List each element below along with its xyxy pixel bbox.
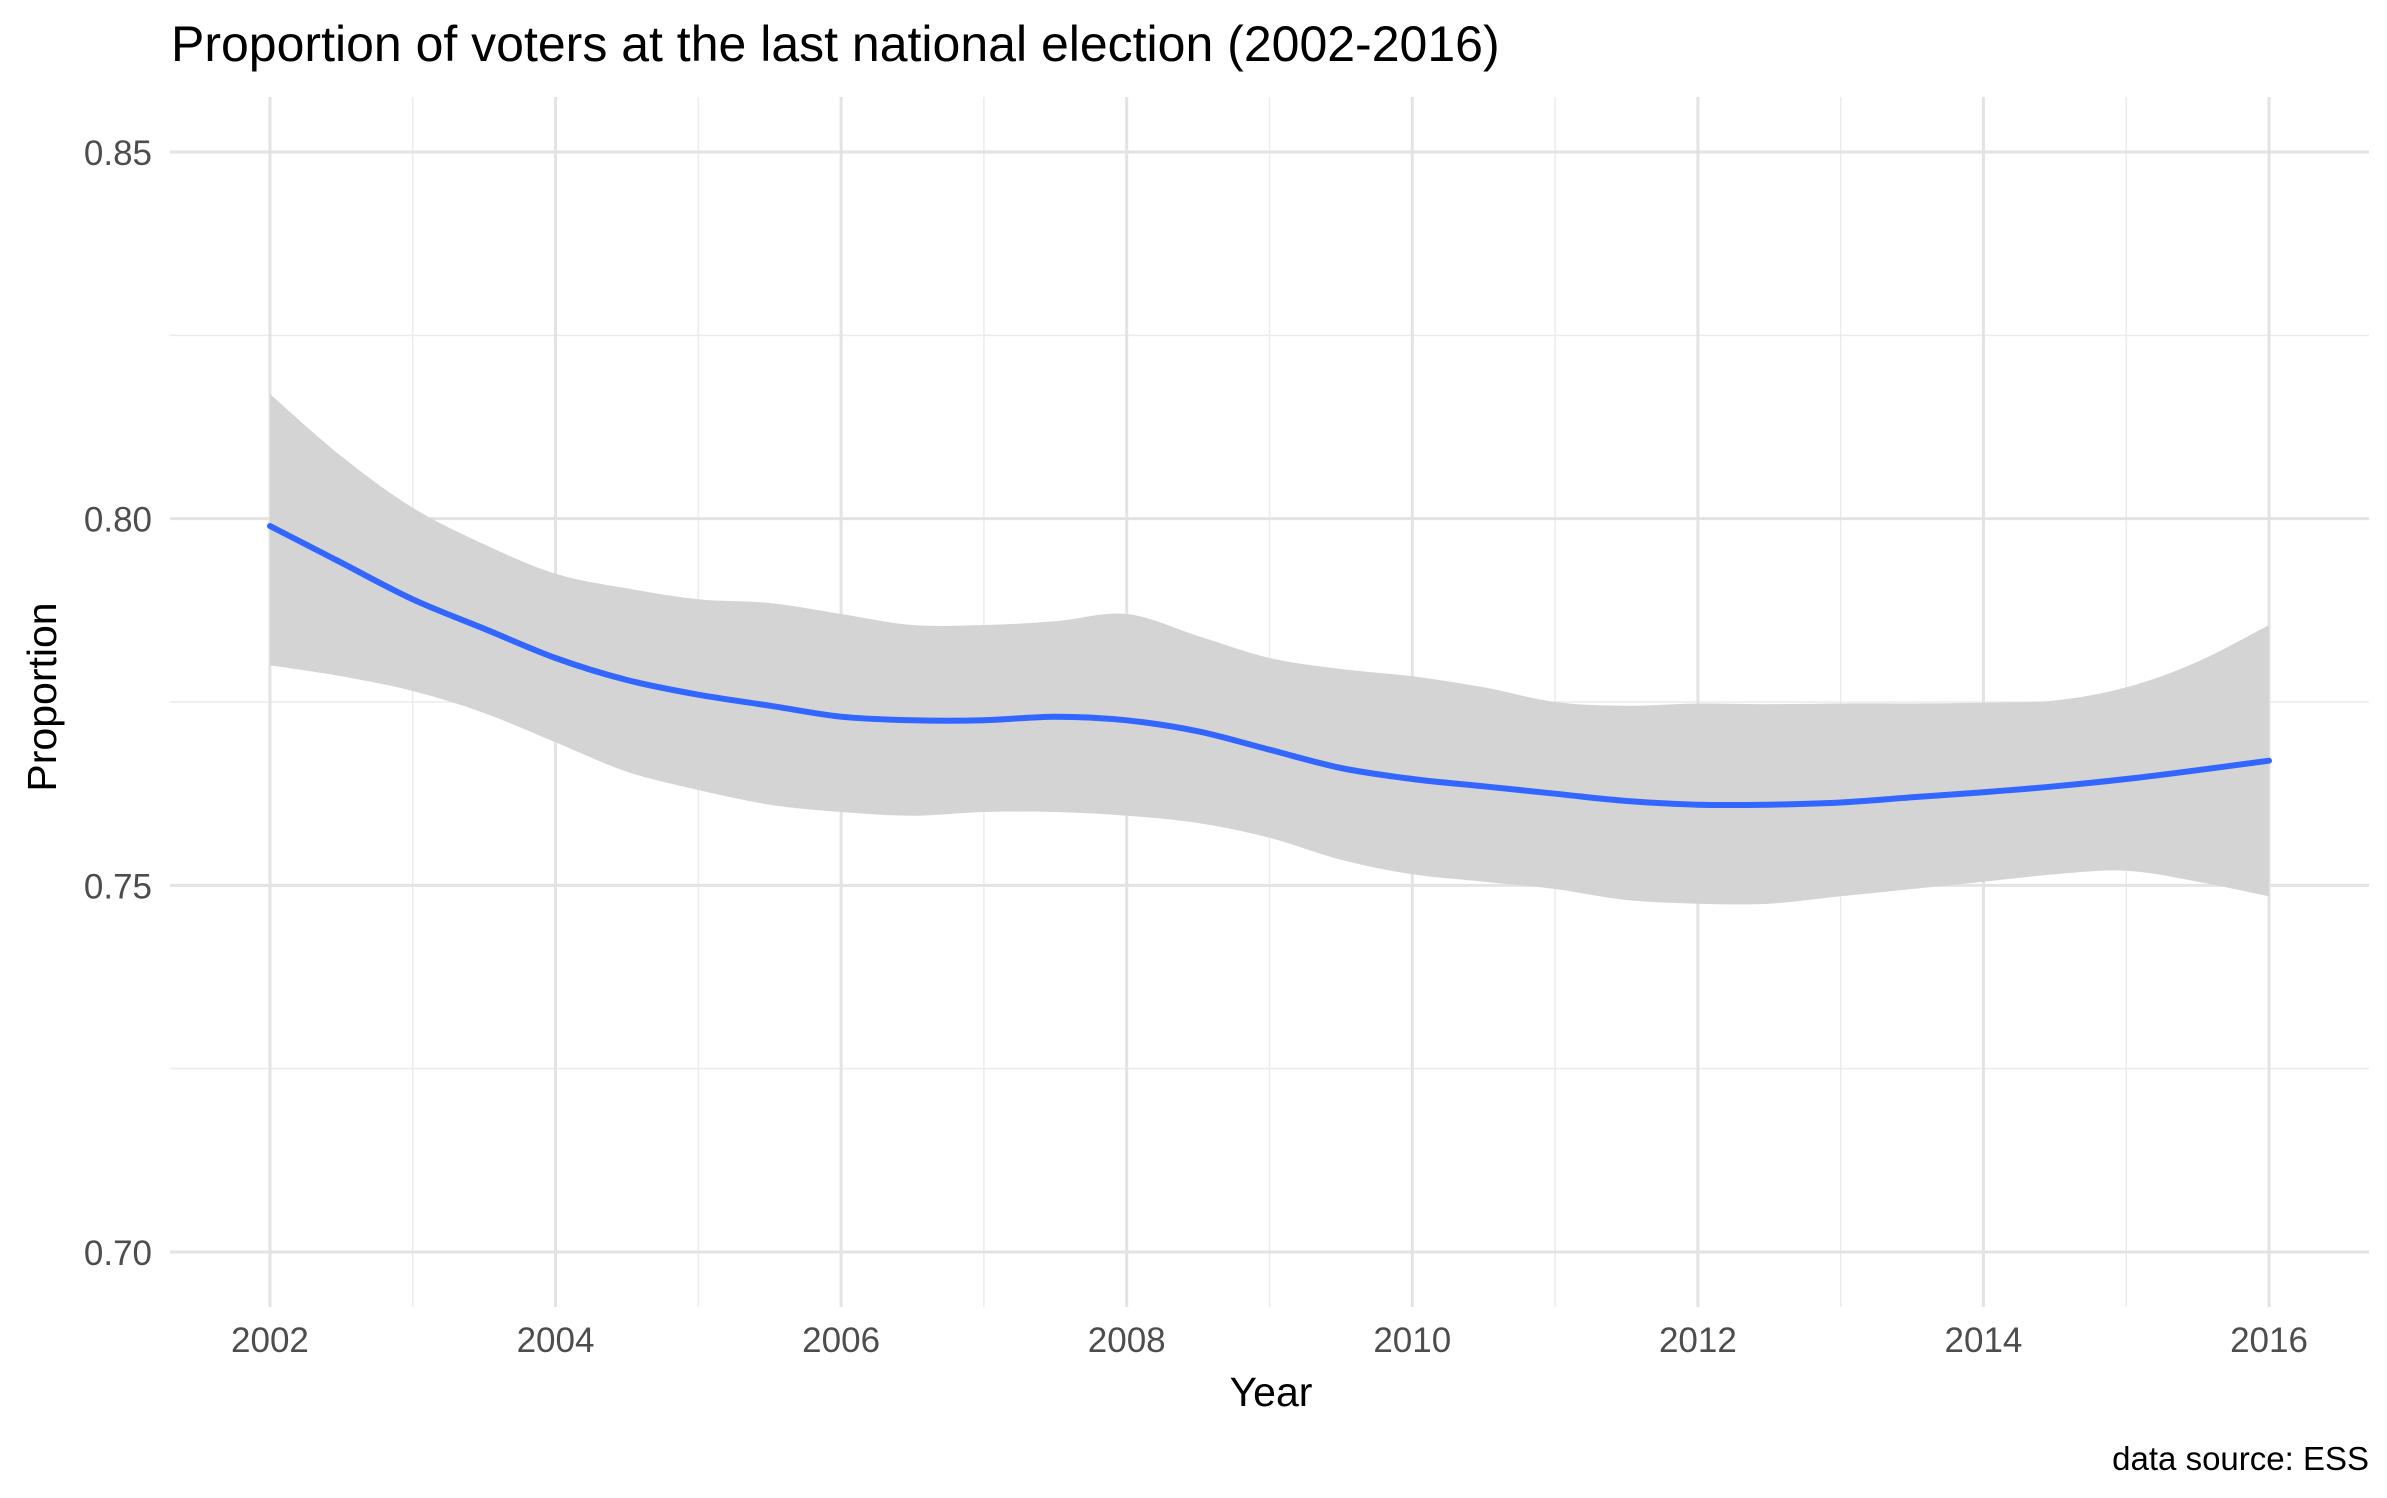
x-tick-label: 2006 xyxy=(802,1321,880,1360)
x-tick-label: 2014 xyxy=(1945,1321,2023,1360)
y-tick-label: 0.75 xyxy=(84,867,152,906)
y-tick-labels: 0.70 0.75 0.80 0.85 xyxy=(84,134,152,1273)
x-tick-label: 2004 xyxy=(517,1321,595,1360)
y-tick-label: 0.85 xyxy=(84,134,152,173)
x-axis-label: Year xyxy=(1230,1369,1313,1415)
y-axis-label: Proportion xyxy=(19,602,65,791)
x-tick-label: 2012 xyxy=(1659,1321,1737,1360)
chart-title: Proportion of voters at the last nationa… xyxy=(171,16,1500,72)
confidence-band-layer xyxy=(270,394,2269,905)
smooth-line xyxy=(267,523,2272,809)
confidence-band xyxy=(270,394,2269,905)
x-tick-label: 2016 xyxy=(2230,1321,2308,1360)
x-tick-label: 2008 xyxy=(1088,1321,1166,1360)
y-tick-label: 0.80 xyxy=(84,501,152,540)
smooth-line-layer xyxy=(267,523,2272,809)
x-tick-label: 2010 xyxy=(1373,1321,1451,1360)
x-tick-label: 2002 xyxy=(231,1321,309,1360)
chart-caption: data source: ESS xyxy=(2112,1440,2369,1477)
x-tick-labels: 2002 2004 2006 2008 2010 2012 2014 2016 xyxy=(231,1321,2308,1360)
y-tick-label: 0.70 xyxy=(84,1234,152,1273)
